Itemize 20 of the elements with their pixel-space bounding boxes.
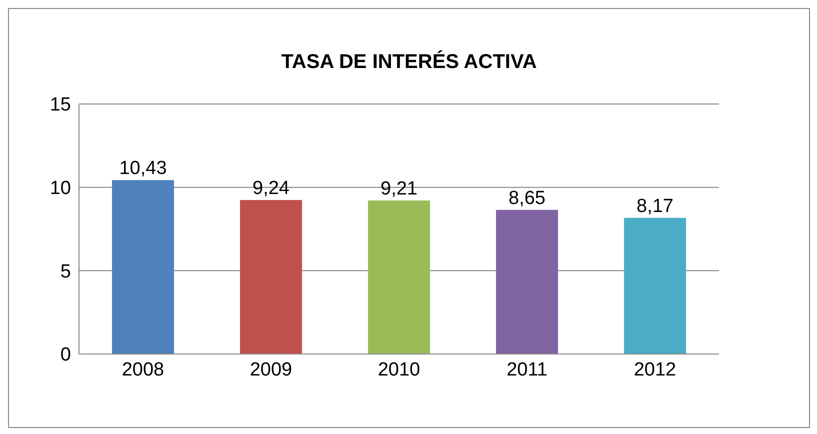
data-label: 9,21 <box>380 178 418 200</box>
chart-title: TASA DE INTERÉS ACTIVA <box>280 51 538 74</box>
x-tick-label: 2008 <box>122 359 164 380</box>
x-tick-label: 2011 <box>506 359 548 380</box>
y-tick-label: 0 <box>60 344 71 366</box>
data-label: 9,24 <box>252 178 290 199</box>
y-tick-label: 5 <box>60 261 71 282</box>
bar <box>496 210 558 354</box>
bar <box>624 218 686 354</box>
x-tick-label: 2012 <box>634 359 676 380</box>
y-tick-label: 10 <box>50 178 71 200</box>
data-label: 8,65 <box>508 188 546 209</box>
bar <box>240 200 302 354</box>
y-tick-label: 15 <box>50 94 71 116</box>
x-tick-label: 2010 <box>378 359 420 380</box>
bar <box>112 180 174 354</box>
x-tick-label: 2009 <box>250 359 292 380</box>
data-label: 8,17 <box>636 196 674 217</box>
data-label: 10,43 <box>119 158 167 180</box>
bar <box>368 200 430 354</box>
